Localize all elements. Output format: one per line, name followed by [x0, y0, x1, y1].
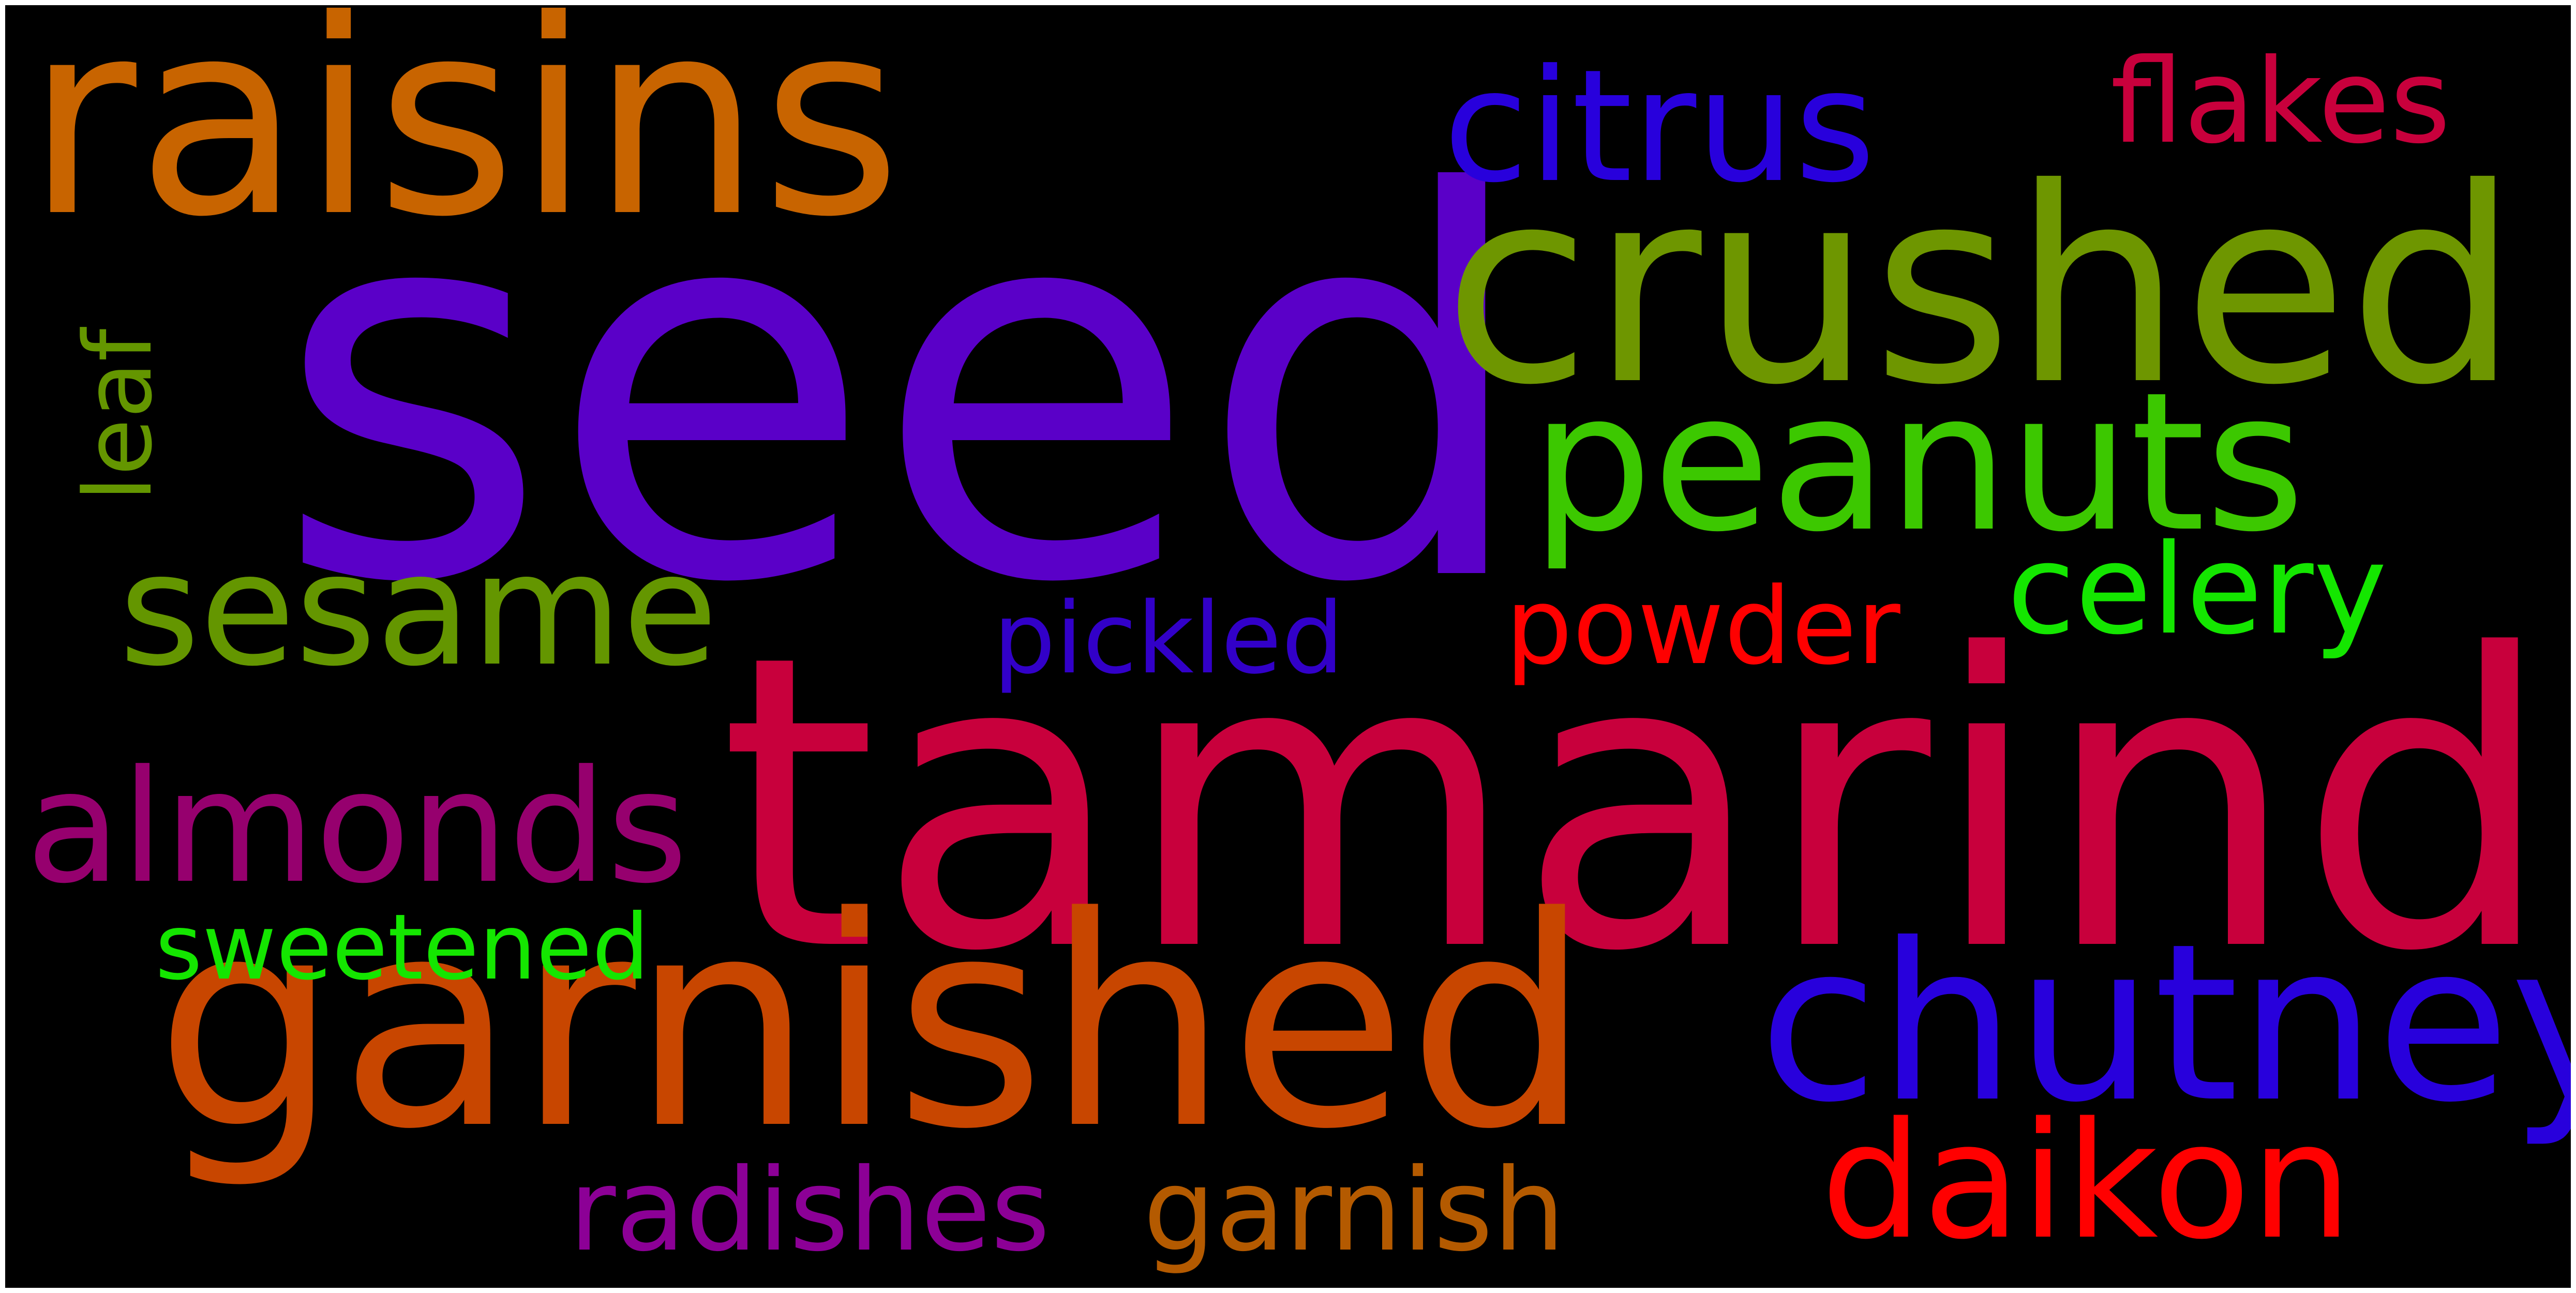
word-peanuts: peanuts	[1531, 352, 2305, 574]
word-powder: powder	[1505, 565, 1900, 688]
word-flakes: flakes	[2110, 34, 2451, 170]
word-daikon: daikon	[1821, 1088, 2353, 1275]
word-celery: celery	[2007, 517, 2387, 662]
word-almonds: almonds	[26, 737, 688, 918]
word-chutney: chutney	[1759, 897, 2571, 1150]
word-pickled: pickled	[993, 581, 1344, 696]
word-crushed: crushed	[1443, 130, 2519, 444]
word-radishes: radishes	[569, 1144, 1051, 1276]
word-cloud: seed tamarind raisins crushed garnished …	[5, 5, 2571, 1288]
word-sesame: sesame	[119, 520, 718, 700]
word-garnished: garnished	[155, 855, 1592, 1193]
word-seed: seed	[274, 83, 1533, 698]
word-raisins: raisins	[26, 5, 902, 276]
word-sweetened: sweetened	[155, 895, 650, 1000]
word-citrus: citrus	[1443, 36, 1876, 217]
word-tamarind: tamarind	[719, 569, 2555, 1039]
word-leaf: leaf	[65, 328, 173, 502]
word-garnish: garnish	[1143, 1144, 1565, 1276]
